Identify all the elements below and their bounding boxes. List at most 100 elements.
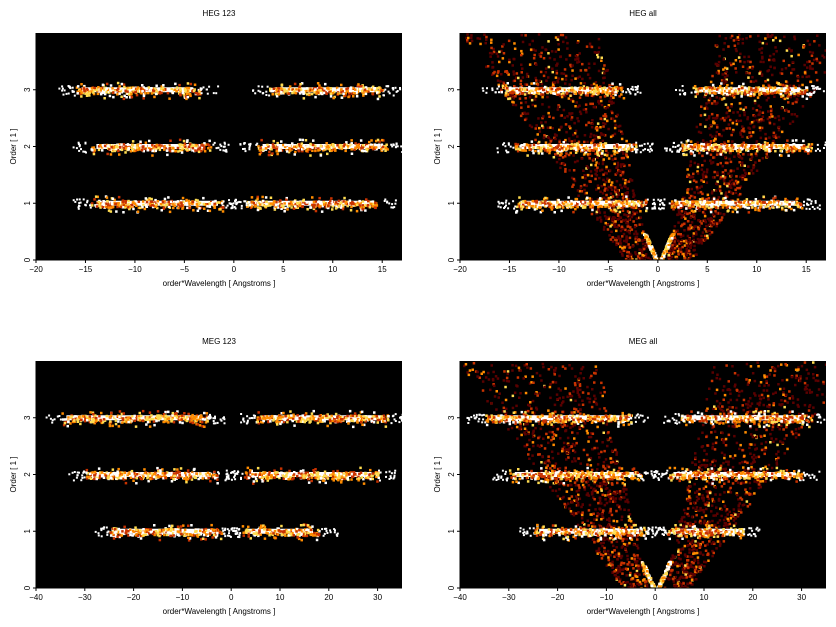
band-pixel xyxy=(93,198,96,201)
background-pixel xyxy=(526,112,530,115)
background-pixel xyxy=(703,95,706,98)
background-pixel xyxy=(815,57,818,61)
background-pixel xyxy=(706,234,709,238)
band-pixel xyxy=(318,84,321,87)
band-pixel xyxy=(161,203,164,207)
background-pixel xyxy=(616,164,620,167)
band-pixel xyxy=(112,146,116,149)
background-pixel xyxy=(547,65,551,69)
background-pixel xyxy=(735,49,738,53)
background-pixel xyxy=(520,63,523,66)
background-pixel xyxy=(578,75,581,78)
background-pixel xyxy=(579,112,583,116)
band-pixel xyxy=(701,197,704,200)
band-pixel xyxy=(220,145,223,148)
background-pixel xyxy=(715,130,719,134)
band-pixel xyxy=(280,84,284,87)
band-pixel xyxy=(206,143,210,146)
band-pixel xyxy=(704,148,708,151)
band-pixel xyxy=(250,200,253,204)
band-pixel xyxy=(275,200,278,204)
background-pixel xyxy=(564,141,567,145)
band-pixel xyxy=(515,145,519,148)
background-pixel xyxy=(725,78,728,81)
background-pixel xyxy=(603,183,606,186)
background-pixel xyxy=(759,136,763,140)
band-pixel xyxy=(125,96,128,99)
background-pixel xyxy=(589,170,593,173)
background-pixel xyxy=(606,119,609,123)
background-pixel xyxy=(715,212,718,215)
background-pixel xyxy=(767,96,770,100)
background-pixel xyxy=(595,129,599,132)
band-pixel xyxy=(273,87,277,90)
band-pixel xyxy=(143,89,146,92)
band-pixel xyxy=(254,92,257,95)
background-pixel xyxy=(602,67,605,71)
band-pixel xyxy=(744,205,747,209)
band-pixel xyxy=(538,202,542,205)
band-pixel xyxy=(264,196,268,199)
background-pixel xyxy=(713,170,716,174)
background-pixel xyxy=(595,212,598,215)
band-pixel xyxy=(350,92,354,95)
background-pixel xyxy=(505,70,508,73)
background-pixel xyxy=(671,244,674,247)
order-band xyxy=(520,200,640,206)
band-pixel xyxy=(692,210,695,213)
band-pixel xyxy=(154,205,157,208)
background-pixel xyxy=(686,212,689,216)
background-pixel xyxy=(644,242,648,245)
background-pixel xyxy=(501,57,505,60)
band-pixel xyxy=(131,90,134,94)
background-pixel xyxy=(705,102,708,105)
background-pixel xyxy=(520,85,524,88)
background-pixel xyxy=(730,103,733,106)
background-pixel xyxy=(563,68,567,71)
band-pixel xyxy=(275,88,278,91)
background-pixel xyxy=(553,58,556,61)
band-pixel xyxy=(568,202,571,205)
band-pixel xyxy=(268,94,271,97)
background-pixel xyxy=(695,185,699,189)
band-pixel xyxy=(392,88,395,91)
background-pixel xyxy=(770,107,773,111)
background-pixel xyxy=(707,217,710,221)
background-pixel xyxy=(712,156,715,159)
background-pixel xyxy=(546,126,550,129)
band-pixel xyxy=(500,201,503,204)
background-pixel xyxy=(614,211,617,215)
background-pixel xyxy=(603,134,607,137)
background-pixel xyxy=(593,62,596,65)
background-pixel xyxy=(623,246,626,249)
background-pixel xyxy=(697,130,701,134)
band-pixel xyxy=(93,86,97,90)
background-pixel xyxy=(544,67,548,70)
band-pixel xyxy=(632,143,635,146)
band-pixel xyxy=(78,198,81,201)
band-pixel xyxy=(683,143,686,147)
band-pixel xyxy=(585,147,588,150)
background-pixel xyxy=(608,199,611,202)
band-pixel xyxy=(520,208,523,211)
band-pixel xyxy=(297,87,301,90)
band-pixel xyxy=(127,203,130,206)
band-pixel xyxy=(521,200,525,203)
background-pixel xyxy=(748,172,751,175)
band-pixel xyxy=(84,91,87,94)
background-pixel xyxy=(563,94,567,98)
band-pixel xyxy=(95,87,99,90)
background-pixel xyxy=(766,69,769,73)
band-pixel xyxy=(338,143,342,147)
band-pixel xyxy=(531,199,534,203)
background-pixel xyxy=(629,178,632,181)
band-pixel xyxy=(401,147,402,150)
background-pixel xyxy=(739,107,742,111)
band-pixel xyxy=(618,205,621,209)
band-pixel xyxy=(99,202,102,205)
band-pixel xyxy=(193,83,197,86)
background-pixel xyxy=(642,254,646,258)
background-pixel xyxy=(797,53,800,57)
band-pixel xyxy=(552,145,555,149)
background-pixel xyxy=(576,40,580,43)
